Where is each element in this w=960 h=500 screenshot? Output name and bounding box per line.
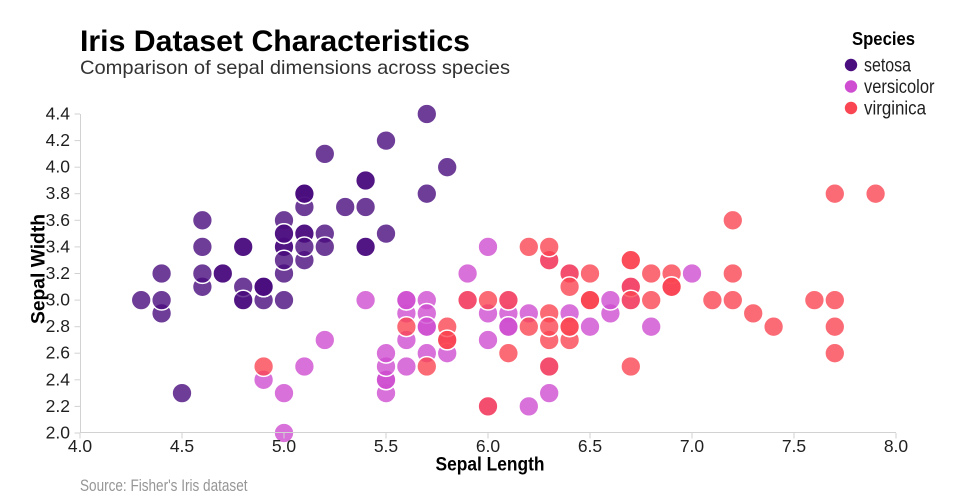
svg-text:Sepal Length: Sepal Length: [436, 455, 545, 476]
svg-text:2.0: 2.0: [46, 423, 71, 443]
svg-text:3.0: 3.0: [46, 290, 71, 310]
svg-text:Sepal Width: Sepal Width: [29, 214, 50, 324]
svg-text:6.5: 6.5: [578, 436, 602, 456]
svg-text:3.2: 3.2: [46, 263, 70, 283]
svg-text:Comparison of sepal dimensions: Comparison of sepal dimensions across sp…: [80, 57, 510, 79]
svg-text:7.0: 7.0: [680, 436, 705, 456]
svg-text:8.0: 8.0: [884, 436, 909, 456]
svg-text:2.4: 2.4: [46, 369, 71, 389]
svg-text:2.2: 2.2: [46, 396, 70, 416]
svg-text:2.8: 2.8: [46, 316, 70, 336]
svg-text:4.4: 4.4: [46, 104, 71, 124]
svg-text:Species: Species: [852, 28, 915, 49]
svg-text:5.5: 5.5: [374, 436, 398, 456]
svg-text:Source: Fisher's Iris dataset: Source: Fisher's Iris dataset: [80, 476, 248, 495]
svg-text:4.0: 4.0: [68, 436, 93, 456]
svg-text:3.8: 3.8: [46, 183, 70, 203]
svg-text:virginica: virginica: [864, 99, 926, 120]
svg-text:3.4: 3.4: [46, 236, 71, 256]
svg-text:4.0: 4.0: [46, 157, 71, 177]
svg-text:5.0: 5.0: [272, 436, 297, 456]
svg-text:setosa: setosa: [864, 56, 911, 77]
svg-text:versicolor: versicolor: [864, 77, 935, 98]
svg-text:2.6: 2.6: [46, 343, 70, 363]
svg-text:Iris Dataset Characteristics: Iris Dataset Characteristics: [80, 25, 470, 58]
svg-text:7.5: 7.5: [782, 436, 806, 456]
svg-text:3.6: 3.6: [46, 210, 70, 230]
svg-text:4.2: 4.2: [46, 130, 70, 150]
svg-text:6.0: 6.0: [476, 436, 501, 456]
svg-text:4.5: 4.5: [170, 436, 194, 456]
